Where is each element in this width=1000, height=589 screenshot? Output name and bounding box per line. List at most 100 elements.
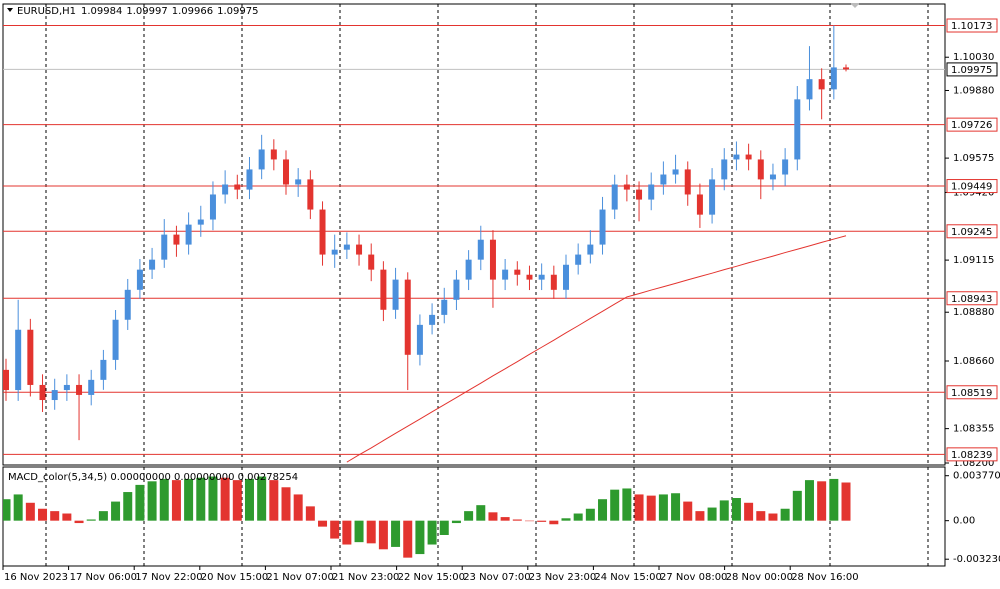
macd-bar: [25, 502, 35, 521]
candle-body: [283, 159, 289, 185]
macd-bar: [488, 512, 498, 521]
macd-bar: [293, 494, 303, 521]
candle-body: [307, 179, 314, 210]
y-tick-label: 1.08200: [953, 458, 994, 469]
candle-body: [429, 314, 436, 325]
candle-body: [465, 259, 472, 280]
macd-bar: [512, 519, 522, 521]
level-label-box: [946, 385, 998, 400]
y-tick-label: 1.08880: [953, 307, 994, 318]
macd-bar: [598, 499, 608, 521]
candle-body: [696, 194, 703, 215]
macd-bar: [744, 502, 754, 521]
candle-body: [453, 279, 460, 300]
candle-body: [721, 159, 728, 180]
macd-bar: [634, 494, 644, 521]
candle-body: [39, 384, 46, 401]
x-tick-label: 21 Nov 23:00: [332, 572, 399, 583]
open: 1.09984: [81, 6, 122, 17]
macd-bar: [74, 520, 84, 524]
macd-bar: [671, 493, 681, 521]
candle-body: [502, 269, 509, 280]
candle-body: [295, 179, 302, 185]
level-label: 1.10173: [951, 21, 992, 32]
macd-bar: [391, 520, 401, 547]
level-label-box: [946, 291, 998, 306]
x-tick-label: 17 Nov 06:00: [70, 572, 137, 583]
macd-bar: [159, 478, 169, 521]
macd-bar: [829, 478, 839, 521]
low: 1.09966: [172, 6, 213, 17]
macd-bar: [281, 487, 291, 521]
y-tick-label: 1.10030: [953, 52, 994, 63]
macd-bar: [646, 495, 656, 521]
macd-bar: [792, 490, 802, 521]
x-tick-label: 16 Nov 2023: [4, 572, 68, 583]
candle-body: [660, 174, 667, 185]
candle-body: [368, 254, 375, 270]
level-label-box: [946, 117, 998, 132]
x-tick-label: 21 Nov 07:00: [266, 572, 333, 583]
candle-body: [563, 264, 569, 290]
macd-bar: [123, 492, 133, 521]
candle-body: [51, 390, 58, 401]
candle-body: [818, 79, 825, 90]
candle-body: [3, 369, 9, 391]
macd-bar: [184, 478, 194, 521]
y-tick-label: 1.09575: [953, 153, 994, 164]
candle-body: [636, 189, 643, 200]
macd-bar: [318, 520, 328, 527]
menu-arrow[interactable]: [7, 8, 13, 12]
candle-body: [441, 299, 448, 315]
candle-body: [270, 149, 277, 160]
level-label: 1.08519: [951, 388, 992, 399]
x-tick-label: 22 Nov 15:00: [398, 572, 465, 583]
chart-title: EURUSD,H1 1.09984 1.09997 1.09966 1.09975: [17, 6, 258, 17]
candle-body: [806, 79, 813, 100]
macd-bar: [658, 494, 668, 521]
macd-bar: [269, 480, 279, 521]
y-tick-label: 1.09880: [953, 85, 994, 96]
current-price-box: [946, 62, 998, 77]
candle-body: [684, 169, 691, 195]
candle-body: [173, 234, 180, 245]
candle-body: [100, 359, 107, 380]
candle-body: [319, 209, 326, 255]
macd-bar: [86, 519, 96, 521]
high: 1.09997: [126, 6, 167, 17]
candle-body: [380, 269, 387, 310]
macd-bar: [171, 480, 181, 521]
symbol: EURUSD,H1: [17, 6, 76, 17]
macd-bar: [756, 511, 766, 521]
level-label-box: [946, 18, 998, 33]
candle-body: [234, 184, 241, 190]
x-tick-label: 28 Nov 00:00: [726, 572, 793, 583]
candle-body: [575, 254, 582, 265]
current-price-label: 1.09975: [951, 65, 992, 76]
macd-tick-label: -0.0032303: [953, 554, 1000, 565]
macd-title: MACD_color(5,34,5) 0.00000000 0.00000000…: [8, 472, 298, 483]
candle-body: [258, 149, 265, 170]
macd-bar: [403, 520, 413, 558]
candle-body: [222, 184, 229, 195]
moving-average: [346, 235, 847, 463]
candle-body: [794, 99, 801, 160]
macd-bar: [731, 498, 741, 521]
macd-bar: [220, 477, 230, 521]
macd-bar: [147, 481, 157, 521]
close: 1.09975: [217, 6, 258, 17]
level-label-box: [946, 179, 998, 194]
macd-bar: [244, 478, 254, 521]
candle-body: [112, 319, 119, 360]
level-label: 1.09245: [951, 227, 992, 238]
macd-bar: [378, 520, 388, 550]
macd-bar: [257, 476, 267, 521]
macd-bar: [135, 484, 145, 521]
macd-bar: [330, 520, 340, 539]
macd-bar: [610, 489, 620, 521]
macd-bar: [232, 480, 242, 521]
macd-tick-label: 0.0037701: [953, 471, 1000, 482]
candle-body: [197, 219, 204, 225]
macd-bar: [622, 488, 632, 521]
macd-bar: [695, 511, 705, 521]
